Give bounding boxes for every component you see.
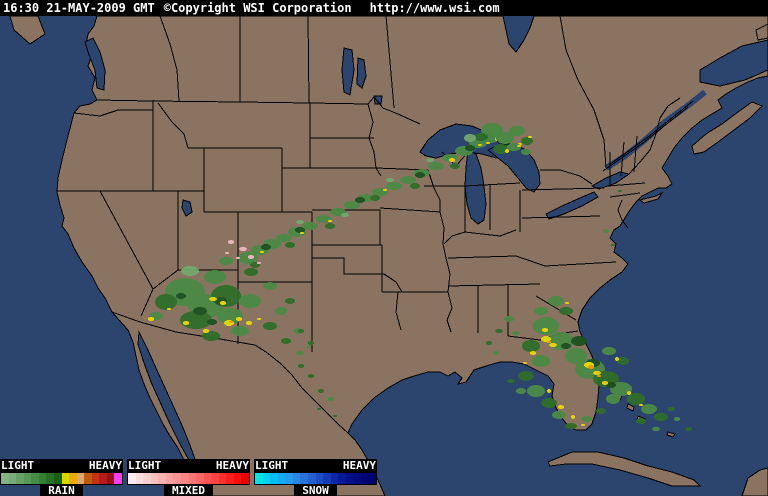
light-label: LIGHT <box>1 459 35 472</box>
snow-color-scale <box>254 472 377 485</box>
precip-legend: LIGHT HEAVY RAIN LIGHT HEAVY MIXED LIGHT… <box>0 459 380 496</box>
legend-panel-mixed: LIGHT HEAVY MIXED <box>127 459 250 496</box>
lake-winnipegosis <box>356 57 367 89</box>
light-label: LIGHT <box>255 459 289 472</box>
radar-echo-layer <box>148 123 692 431</box>
lake-winnipeg <box>341 47 355 96</box>
lake-of-the-woods <box>373 95 383 105</box>
lakes <box>84 37 631 463</box>
heavy-label: HEAVY <box>88 459 122 472</box>
puget-sound <box>84 37 106 91</box>
long-island <box>638 191 664 204</box>
hispaniola-fragment <box>741 467 768 496</box>
titlebar-copyright: ©Copyright WSI Corporation <box>163 1 352 15</box>
mixed-label: MIXED <box>163 485 214 496</box>
heavy-label: HEAVY <box>215 459 249 472</box>
light-label: LIGHT <box>128 459 162 472</box>
rain-color-scale <box>0 472 123 485</box>
great-salt-lake <box>181 199 193 217</box>
titlebar-url: http://www.wsi.com <box>369 1 500 15</box>
heavy-label: HEAVY <box>342 459 376 472</box>
cuba <box>547 451 702 487</box>
titlebar-datetime: 16:30 21-MAY-2009 GMT <box>3 1 155 15</box>
nova-scotia <box>691 101 763 155</box>
legend-panel-snow: LIGHT HEAVY SNOW <box>254 459 377 496</box>
legend-panel-rain: LIGHT HEAVY RAIN <box>0 459 123 496</box>
legend-scale-header: LIGHT HEAVY <box>127 459 250 472</box>
lake-michigan <box>464 149 487 225</box>
legend-scale-header: LIGHT HEAVY <box>0 459 123 472</box>
rain-label: RAIN <box>40 485 83 496</box>
province-borders <box>159 15 607 169</box>
legend-scale-header: LIGHT HEAVY <box>254 459 377 472</box>
state-borders <box>57 100 646 352</box>
gulf-st-lawrence <box>699 39 768 87</box>
titlebar: 16:30 21-MAY-2009 GMT ©Copyright WSI Cor… <box>0 0 768 16</box>
snow-label: SNOW <box>294 485 337 496</box>
vancouver-island <box>9 15 46 45</box>
mixed-color-scale <box>127 472 250 485</box>
newfoundland-fragment <box>755 23 768 41</box>
st-lawrence-outline <box>602 100 694 172</box>
mexico-border <box>111 311 349 434</box>
